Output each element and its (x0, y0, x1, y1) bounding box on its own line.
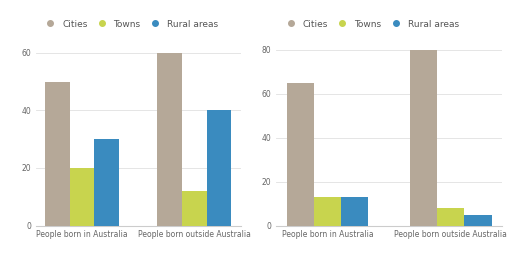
Bar (182, 191, 207, 226)
Legend: Cities, Towns, Rural areas: Cities, Towns, Rural areas (40, 19, 219, 29)
Bar (464, 214, 492, 225)
Bar (45, 82, 70, 226)
Bar (157, 53, 182, 225)
Bar (410, 50, 437, 225)
Bar (70, 168, 95, 226)
Bar (437, 208, 464, 226)
Bar (314, 197, 341, 226)
Bar (95, 139, 119, 226)
Bar (207, 111, 231, 226)
Bar (341, 197, 368, 226)
Legend: Cities, Towns, Rural areas: Cities, Towns, Rural areas (281, 19, 460, 29)
Bar (287, 82, 314, 226)
